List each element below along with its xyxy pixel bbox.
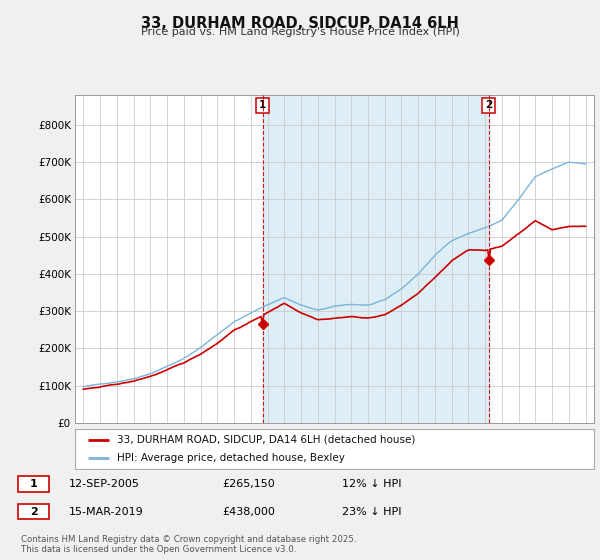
Text: 12-SEP-2005: 12-SEP-2005 <box>69 479 140 489</box>
Text: 15-MAR-2019: 15-MAR-2019 <box>69 507 144 516</box>
Text: 1: 1 <box>259 100 266 110</box>
Text: £438,000: £438,000 <box>222 507 275 516</box>
Text: 33, DURHAM ROAD, SIDCUP, DA14 6LH (detached house): 33, DURHAM ROAD, SIDCUP, DA14 6LH (detac… <box>116 435 415 445</box>
Text: £265,150: £265,150 <box>222 479 275 489</box>
Text: 2: 2 <box>485 100 493 110</box>
FancyBboxPatch shape <box>18 503 49 520</box>
Text: Contains HM Land Registry data © Crown copyright and database right 2025.
This d: Contains HM Land Registry data © Crown c… <box>21 535 356 554</box>
Text: 1: 1 <box>30 479 37 489</box>
Text: 23% ↓ HPI: 23% ↓ HPI <box>342 507 401 516</box>
Text: 12% ↓ HPI: 12% ↓ HPI <box>342 479 401 489</box>
Text: Price paid vs. HM Land Registry's House Price Index (HPI): Price paid vs. HM Land Registry's House … <box>140 27 460 37</box>
Text: HPI: Average price, detached house, Bexley: HPI: Average price, detached house, Bexl… <box>116 454 344 463</box>
Text: 2: 2 <box>30 507 37 516</box>
Bar <box>263 95 488 423</box>
FancyBboxPatch shape <box>18 476 49 492</box>
Text: 33, DURHAM ROAD, SIDCUP, DA14 6LH: 33, DURHAM ROAD, SIDCUP, DA14 6LH <box>141 16 459 31</box>
